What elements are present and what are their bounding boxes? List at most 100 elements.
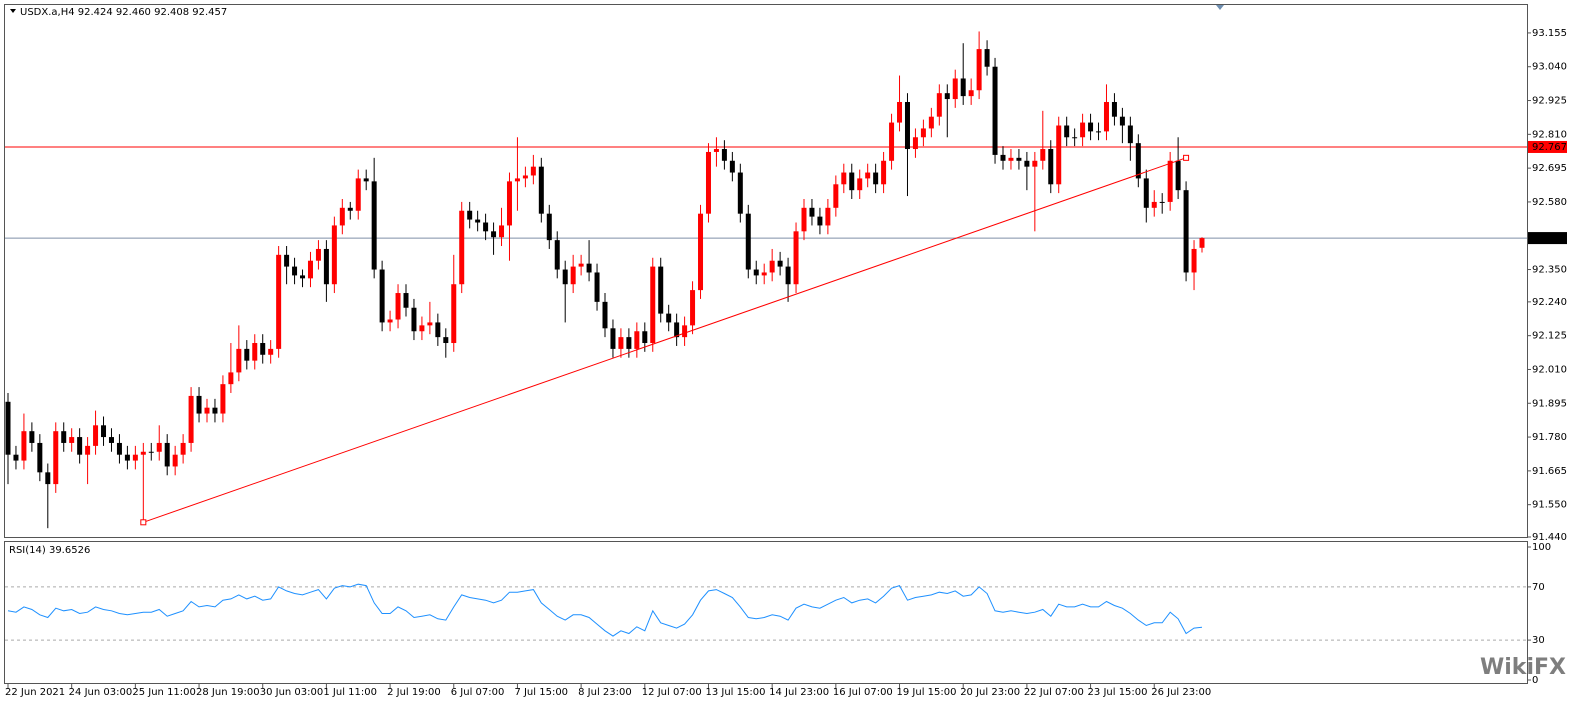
x-tick-label: 13 Jul 15:00 [705, 687, 765, 698]
collapse-arrow [10, 9, 16, 13]
candle-body [841, 172, 847, 185]
candle-body [562, 269, 568, 285]
candle-body [212, 407, 218, 414]
candle-body [315, 248, 321, 261]
candle-body [1080, 122, 1086, 138]
x-tick-label: 22 Jun 2021 [5, 687, 65, 698]
rsi-panel [4, 541, 1528, 684]
candle-body [1143, 178, 1149, 208]
candle-body [865, 172, 871, 179]
candle-body [467, 210, 473, 220]
candle-body [793, 231, 799, 285]
candle-body [1000, 154, 1006, 161]
candle-body [690, 290, 696, 326]
candle-body [172, 454, 178, 467]
candle-body [1016, 157, 1022, 161]
candle-body [713, 149, 719, 152]
candle-body [363, 178, 369, 182]
candle-body [666, 313, 672, 323]
candle-body [355, 178, 361, 211]
candle-body [1199, 238, 1205, 248]
candle-body [761, 272, 767, 276]
y-tick-label: 92.010 [1532, 364, 1567, 375]
candle-body [323, 248, 329, 285]
candle-body [857, 178, 863, 191]
candle-body [77, 437, 83, 455]
candle-body [1135, 143, 1141, 179]
candle-body [1064, 125, 1070, 138]
candle-body [5, 401, 11, 455]
candle-body [13, 454, 19, 461]
candle-body [698, 213, 704, 291]
candle-body [1191, 248, 1197, 273]
candle-body [928, 116, 934, 129]
price-label-box [1528, 140, 1567, 153]
candle-body [809, 207, 815, 217]
x-tick-label: 25 Jun 11:00 [132, 687, 196, 698]
candle-body [1103, 101, 1109, 132]
candle-body [658, 266, 664, 314]
candle-body [960, 78, 966, 97]
watermark: WikiFX [1480, 655, 1566, 680]
candle-body [530, 166, 536, 176]
candle-body [522, 175, 528, 179]
candle-body [268, 348, 274, 355]
y-tick-label: 91.780 [1532, 432, 1567, 443]
candle-body [538, 166, 544, 214]
y-tick-label: 92.925 [1532, 96, 1567, 107]
candle-body [1072, 137, 1078, 139]
candle-body [642, 331, 648, 344]
candle-body [108, 437, 114, 443]
candle-body [889, 122, 895, 161]
candle-body [300, 275, 306, 279]
candle-body [411, 307, 417, 332]
x-tick-label: 22 Jul 07:00 [1024, 687, 1084, 698]
candle-body [1048, 149, 1054, 185]
candle-body [21, 431, 27, 461]
candle-body [968, 90, 974, 97]
candle-body [650, 266, 656, 344]
candle-body [1127, 125, 1133, 144]
candle-body [371, 181, 377, 270]
candle-body [849, 172, 855, 191]
candle-body [156, 442, 162, 452]
candle-body [1175, 160, 1181, 191]
candle-body [292, 266, 298, 276]
candle-body [204, 407, 210, 414]
candle-body [379, 269, 385, 323]
rsi-title: RSI(14) 39.6526 [9, 545, 90, 556]
candle-body [101, 425, 107, 438]
candle-body [53, 431, 59, 485]
candle-body [459, 210, 465, 285]
candle-body [1032, 160, 1038, 167]
candle-body [976, 49, 982, 91]
candle-body [514, 178, 520, 182]
candle-body [936, 93, 942, 117]
candle-body [984, 49, 990, 67]
y-tick-label: 70 [1532, 582, 1545, 593]
candle-body [403, 293, 409, 308]
x-tick-label: 12 Jul 07:00 [642, 687, 702, 698]
candle-body [29, 431, 35, 443]
candle-body [427, 322, 433, 326]
price-label: 92.457 [1532, 233, 1567, 244]
candle-body [140, 451, 146, 455]
candle-body [674, 322, 680, 338]
candle-body [546, 213, 552, 241]
candle-body [45, 472, 51, 485]
candle-body [499, 225, 505, 238]
y-tick-label: 93.040 [1532, 62, 1567, 73]
candle-body [483, 222, 489, 232]
shift-marker [1216, 5, 1224, 10]
rsi-line [7, 583, 1203, 637]
y-tick-label: 91.895 [1532, 398, 1567, 409]
price-label: 92.767 [1532, 142, 1567, 153]
candle-body [578, 263, 584, 267]
candle-body [745, 213, 751, 270]
candle-body [570, 266, 576, 285]
candle-body [1167, 160, 1173, 202]
candle-body [395, 293, 401, 320]
candle-body [554, 240, 560, 270]
y-tick-label: 92.580 [1532, 197, 1567, 208]
